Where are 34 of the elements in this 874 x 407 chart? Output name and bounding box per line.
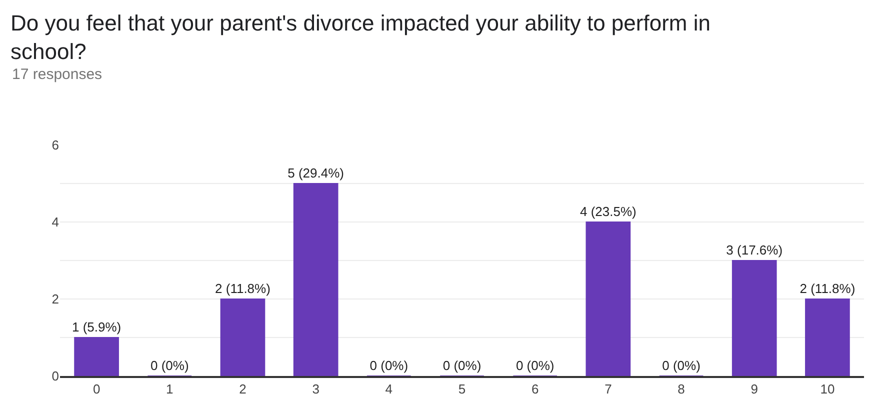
bar (586, 222, 631, 376)
x-tick-label: 9 (750, 382, 758, 397)
data-label: 0 (0%) (662, 358, 700, 373)
data-label: 0 (0%) (442, 358, 482, 373)
data-label: 2 (11.8%) (800, 281, 856, 296)
x-tick-label: 3 (312, 382, 320, 397)
bar (220, 298, 266, 376)
bar (805, 298, 850, 376)
data-label: 2 (11.8%) (215, 281, 270, 296)
bar (732, 260, 777, 376)
y-tick-label: 4 (52, 214, 59, 230)
y-tick-label: 0 (52, 368, 59, 384)
x-tick-label: 5 (458, 382, 466, 397)
bar (74, 337, 119, 376)
x-tick-label: 0 (92, 382, 100, 397)
chart-title: Do you feel that your parent's divorce impacted your ability to perform in school? (10, 10, 710, 64)
y-tick-label: 6 (52, 138, 59, 153)
data-label: 0 (0%) (370, 358, 408, 373)
x-tick-label: 4 (385, 382, 393, 397)
y-tick-label: 2 (52, 292, 59, 307)
data-label: 5 (29.4%) (288, 166, 344, 180)
x-tick-label: 10 (820, 382, 835, 397)
data-label: 0 (0%) (150, 358, 189, 373)
chart-subtitle: 17 responses (12, 66, 102, 83)
data-label: 1 (5.9%) (72, 320, 122, 334)
x-tick-label: 2 (239, 382, 246, 397)
x-tick-label: 1 (166, 382, 174, 397)
x-tick-label: 7 (604, 382, 612, 397)
data-label: 4 (23.5%) (580, 204, 636, 219)
x-tick-label: 6 (531, 382, 539, 397)
data-label: 0 (0%) (516, 358, 554, 373)
x-tick-label: 8 (678, 382, 685, 397)
data-label: 3 (17.6%) (726, 242, 783, 258)
bar (293, 183, 338, 376)
